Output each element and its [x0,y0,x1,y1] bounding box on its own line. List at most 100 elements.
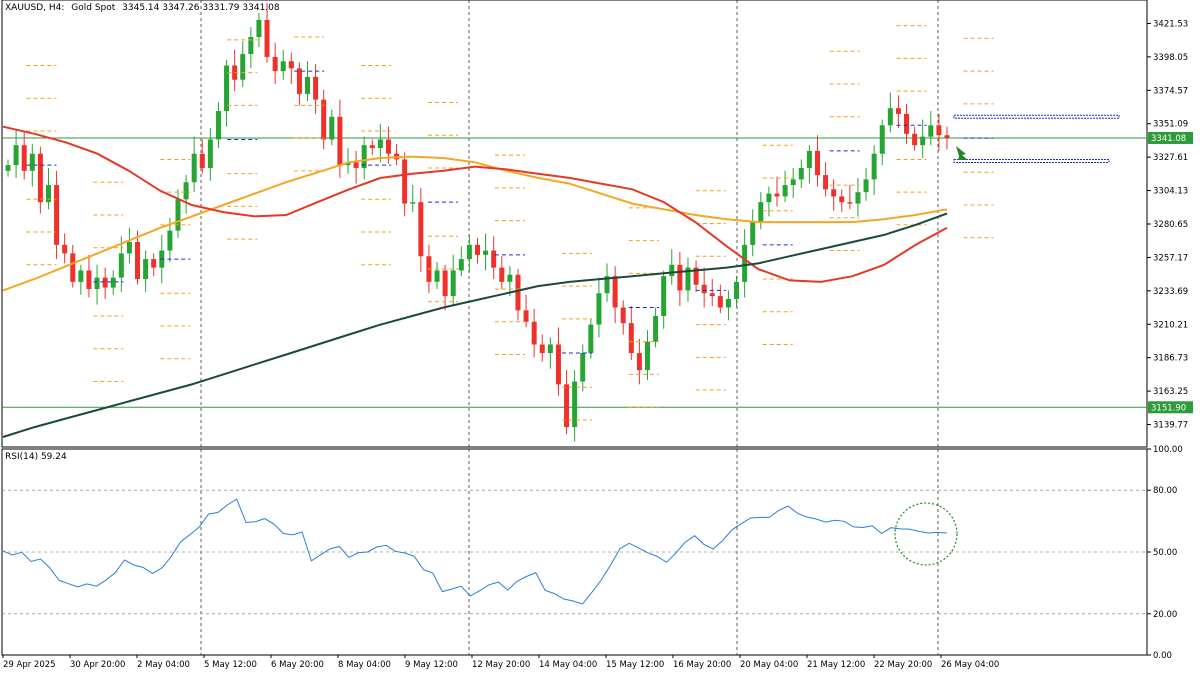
candle-body [458,259,464,271]
candle-body [742,244,748,282]
symbol-label: XAUUSD, H4: [5,3,65,13]
candle-body [904,113,910,134]
candle-body [29,153,35,171]
candle-body [669,264,675,277]
candle-body [215,111,221,140]
x-tick-label: 5 May 12:00 [204,660,257,670]
candle-body [191,153,197,183]
down-arrow-icon [956,146,968,160]
candle-body [280,61,286,72]
candle-body [264,19,270,57]
x-tick-label: 9 May 12:00 [405,660,458,670]
x-tick-label: 30 Apr 20:00 [70,660,125,670]
x-tick-label: 29 Apr 2025 [3,660,56,670]
candle-body [547,344,553,354]
candle-body [450,270,456,297]
rsi-y-tick-label: 50.00 [1153,548,1177,558]
ohlc-values: 3345.14 3347.26 3331.79 3341.08 [122,3,280,13]
candle-body [644,341,650,371]
candle-body [717,296,723,308]
candle-body [814,150,820,176]
candle-body [855,192,861,204]
rsi-line [2,498,948,605]
y-tick-label: 3398.05 [1153,53,1188,63]
rsi-y-tick-label: 100.00 [1153,445,1183,455]
x-tick-label: 26 May 04:00 [941,660,999,670]
x-tick-label: 21 May 12:00 [807,660,865,670]
candle-body [693,267,699,285]
candle-body [21,145,27,171]
candle-body [847,202,853,204]
candle-body [766,193,772,203]
instrument-name: Gold Spot [71,3,116,13]
candle-body [102,277,108,288]
x-tick-label: 14 May 04:00 [539,660,597,670]
candle-body [329,116,335,140]
rsi-highlight-circle [894,502,958,566]
price-tag-label: 3341.08 [1151,134,1186,144]
candle-body [596,293,602,325]
candle-body [45,185,51,203]
candle-body [523,310,529,322]
candle-body [434,270,440,282]
candle-body [839,196,845,203]
candle-body [207,139,213,168]
candle-body [806,150,812,168]
candle-body [337,116,343,166]
price-tag [1148,131,1193,144]
candle-body [774,193,780,197]
candle-body [612,276,618,308]
y-tick-label: 3210.21 [1153,320,1188,330]
candle-body [531,321,537,345]
candle-body [871,153,877,180]
y-tick-label: 3233.69 [1153,287,1188,297]
candle-body [118,253,124,278]
candle-body [37,153,43,203]
y-tick-label: 3139.77 [1153,421,1188,431]
candle-body [725,298,731,308]
candle-body [661,276,667,317]
candle-body [126,242,132,254]
candle-body [653,316,659,342]
candle-body [94,277,100,289]
candle-body [86,270,92,289]
candle-body [944,135,950,139]
target-zone-upper [953,114,1120,119]
price-tag-label: 3151.90 [1151,403,1186,413]
candle-body [475,244,480,255]
x-tick-label: 15 May 12:00 [606,660,664,670]
candle-body [135,242,141,280]
x-tick-label: 8 May 04:00 [338,660,391,670]
y-tick-label: 3257.17 [1153,253,1188,263]
candle-body [604,276,610,294]
rsi-header: RSI(14) 59.24 [5,452,67,462]
candle-body [410,202,416,204]
rsi-label: RSI(14) 59.24 [5,452,67,462]
candle-body [782,185,788,197]
candle-body [369,145,375,149]
candle-body [402,159,408,204]
candle-body [353,162,359,168]
candle-body [701,284,707,294]
candle-body [734,281,740,299]
candle-body [628,323,634,354]
candle-body [54,185,60,245]
y-tick-label: 3374.57 [1153,86,1188,96]
candle-body [110,277,116,288]
candle-body [321,99,327,140]
candle-body [483,250,489,255]
candle-body [499,267,505,282]
x-tick-label: 16 May 20:00 [673,660,731,670]
candle-body [305,76,311,94]
candle-body [272,56,278,72]
candle-body [288,61,294,69]
candle-body [13,145,19,166]
candle-body [361,145,367,168]
candle-body [248,37,254,55]
x-tick-label: 2 May 04:00 [137,660,190,670]
candle-body [823,175,829,190]
candle-body [564,384,570,428]
candle-body [515,274,521,311]
candle-body [491,250,497,268]
